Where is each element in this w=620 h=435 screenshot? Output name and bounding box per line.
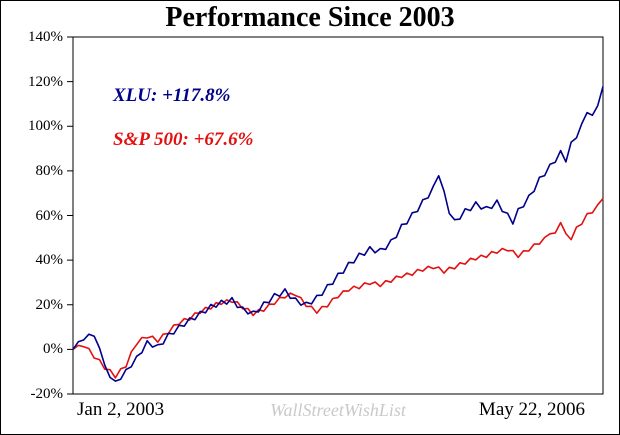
sp500-line [72, 197, 604, 379]
y-tick-label: 140% [28, 29, 63, 45]
chart-title: Performance Since 2003 [165, 2, 455, 33]
x-axis-end-label: May 22, 2006 [478, 399, 585, 420]
y-tick-label: 100% [28, 118, 63, 135]
xlu-line [72, 86, 604, 382]
y-tick-label: 20% [35, 296, 64, 313]
y-tick-label: -20% [30, 386, 64, 402]
y-tick-label: 0% [43, 341, 63, 358]
legend-sp500: S&P 500: +67.6% [113, 129, 254, 150]
x-axis-start-label: Jan 2, 2003 [77, 399, 165, 420]
watermark: WallStreetWishList [270, 400, 406, 420]
y-tick-label: 60% [35, 207, 64, 224]
y-axis-labels: 140% 120% 100% 80% 60% 40% 20% 0% -20% [1, 1, 67, 434]
legend-xlu: XLU: +117.8% [113, 85, 231, 106]
y-tick-label: 80% [35, 162, 64, 179]
y-tick-label: 40% [35, 252, 64, 269]
y-tick-label: 120% [28, 73, 63, 90]
